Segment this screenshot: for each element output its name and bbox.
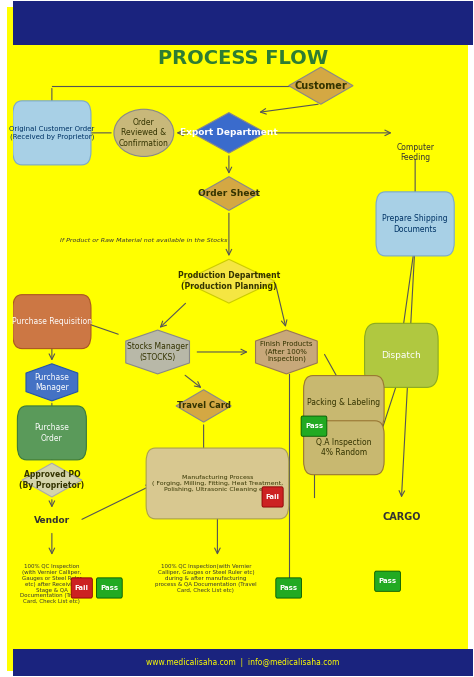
Text: Purchase
Manager: Purchase Manager	[35, 372, 69, 392]
FancyBboxPatch shape	[97, 578, 122, 598]
FancyBboxPatch shape	[13, 294, 91, 349]
Text: Prepare Shipping
Documents: Prepare Shipping Documents	[383, 214, 448, 234]
FancyBboxPatch shape	[146, 448, 289, 519]
Text: Original Customer Order
(Received by Proprietor): Original Customer Order (Received by Pro…	[9, 126, 94, 139]
Polygon shape	[255, 330, 317, 374]
Text: Purchase Requisition: Purchase Requisition	[12, 317, 92, 326]
Text: Production Department
(Production Planning): Production Department (Production Planni…	[178, 271, 280, 291]
FancyBboxPatch shape	[304, 376, 384, 429]
Text: Approved PO
(By Proprietor): Approved PO (By Proprietor)	[19, 471, 84, 489]
FancyBboxPatch shape	[13, 101, 91, 165]
Text: Packing & Labeling: Packing & Labeling	[307, 398, 381, 407]
FancyBboxPatch shape	[304, 420, 384, 475]
Text: Pass: Pass	[280, 585, 298, 591]
Text: Dispatch: Dispatch	[382, 351, 421, 360]
FancyBboxPatch shape	[376, 192, 454, 256]
Text: Manufacturing Process
( Forging, Milling, Fitting, Heat Treatment,
Polishing, Ul: Manufacturing Process ( Forging, Milling…	[152, 475, 283, 492]
Polygon shape	[22, 463, 82, 497]
Polygon shape	[183, 259, 275, 303]
FancyBboxPatch shape	[365, 324, 438, 387]
Polygon shape	[126, 330, 190, 374]
Text: Customer: Customer	[294, 81, 347, 91]
Text: Pass: Pass	[100, 585, 118, 591]
Polygon shape	[289, 67, 353, 104]
Text: Computer
Feeding: Computer Feeding	[396, 143, 434, 162]
Polygon shape	[26, 364, 78, 401]
Text: PROCESS FLOW: PROCESS FLOW	[157, 49, 328, 68]
Text: 100% QC Inspection
(with Vernier Calliper,
Gauges or Steel Ruler
etc) after Rece: 100% QC Inspection (with Vernier Callipe…	[20, 565, 83, 604]
Text: Fail: Fail	[265, 494, 280, 500]
Text: Purchase
Order: Purchase Order	[35, 423, 69, 443]
FancyBboxPatch shape	[13, 649, 473, 676]
FancyBboxPatch shape	[301, 416, 327, 436]
Text: Order Sheet: Order Sheet	[198, 189, 260, 198]
FancyBboxPatch shape	[71, 578, 92, 598]
FancyBboxPatch shape	[13, 1, 473, 45]
Text: Order
Reviewed &
Confirmation: Order Reviewed & Confirmation	[119, 118, 169, 148]
Text: Pass: Pass	[305, 423, 323, 429]
FancyBboxPatch shape	[18, 406, 86, 460]
Text: Stocks Manager
(STOCKS): Stocks Manager (STOCKS)	[127, 343, 188, 362]
Ellipse shape	[114, 109, 174, 156]
Text: Q.A Inspection
4% Random: Q.A Inspection 4% Random	[316, 438, 372, 458]
FancyBboxPatch shape	[276, 578, 301, 598]
Text: Export Department: Export Department	[180, 129, 278, 137]
Text: www.medicalisaha.com  |  info@medicalisaha.com: www.medicalisaha.com | info@medicalisaha…	[146, 657, 339, 667]
FancyBboxPatch shape	[262, 487, 283, 507]
Polygon shape	[199, 177, 259, 211]
Polygon shape	[176, 390, 231, 422]
Text: Travel Card: Travel Card	[177, 401, 231, 410]
Text: Vendor: Vendor	[34, 516, 70, 525]
Text: Finish Products
(After 100%
Inspection): Finish Products (After 100% Inspection)	[260, 341, 313, 362]
FancyBboxPatch shape	[374, 571, 401, 591]
Text: Fail: Fail	[75, 585, 89, 591]
Text: 100% QC Inspection(with Vernier
Calliper, Gauges or Steel Ruler etc)
during & af: 100% QC Inspection(with Vernier Calliper…	[155, 565, 257, 592]
Text: Pass: Pass	[378, 578, 397, 584]
Text: CARGO: CARGO	[382, 512, 420, 522]
Text: If Product or Raw Material not available in the Stocks: If Product or Raw Material not available…	[60, 238, 228, 243]
Polygon shape	[192, 112, 266, 153]
